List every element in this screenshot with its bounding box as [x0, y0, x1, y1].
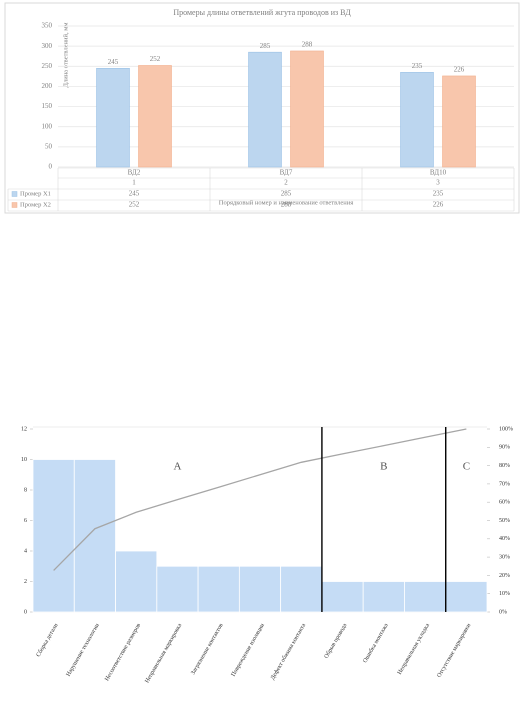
x-tick-label: Ошибка монтажа — [361, 622, 389, 664]
bar — [32, 459, 75, 613]
table-cell: 226 — [433, 201, 444, 209]
y2-tick-label: 20% — [499, 573, 510, 579]
x-tick-number: 2 — [284, 179, 288, 187]
bar — [400, 72, 434, 168]
bar — [238, 565, 282, 613]
legend-key — [11, 202, 18, 208]
x-tick-label: Загрязнение контактов — [190, 623, 224, 676]
x-tick-label: Нарушение технологии — [66, 622, 102, 678]
y-tick-label: 2 — [24, 579, 27, 585]
x-tick-label: Отсутствие маркировки — [436, 622, 472, 679]
value-label: 226 — [454, 66, 465, 74]
y-tick-label: 0 — [49, 163, 53, 171]
y2-tick-label: 50% — [499, 518, 510, 524]
x-tick-label: Обрыв провода — [323, 622, 349, 660]
x-tick-label: Дефект обжима контакта — [269, 622, 307, 681]
x-tick-label: ВД7 — [280, 169, 293, 177]
value-label: 288 — [302, 41, 313, 49]
y2-tick-label: 60% — [499, 500, 510, 506]
y-tick-label: 6 — [24, 518, 27, 524]
bar — [321, 581, 364, 613]
bar — [115, 550, 158, 613]
y-tick-label: 350 — [42, 22, 53, 30]
y-tick-label: 8 — [24, 487, 27, 493]
y2-tick-label: 100% — [499, 426, 513, 432]
legend-label: Промер X1 — [20, 190, 51, 197]
bar — [404, 581, 447, 613]
value-label: 245 — [108, 58, 119, 66]
bar — [442, 75, 476, 168]
y-tick-label: 0 — [24, 609, 27, 615]
y-tick-label: 250 — [42, 62, 53, 70]
y-tick-label: 200 — [42, 82, 53, 90]
legend-key — [11, 191, 18, 197]
y-tick-label: 50 — [45, 142, 53, 150]
cumulative-line — [53, 428, 467, 571]
bar — [445, 581, 488, 613]
y2-tick-label: 80% — [499, 463, 510, 469]
x-tick-label: Повреждение изоляции — [231, 622, 267, 678]
value-label: 252 — [150, 55, 161, 63]
table-cell: 288 — [281, 201, 292, 209]
y-tick-label: 150 — [42, 102, 53, 110]
y-tick-label: 10 — [21, 457, 27, 463]
y-tick-label: 12 — [21, 426, 27, 432]
x-tick-label: ВД2 — [128, 169, 141, 177]
table-cell: 252 — [129, 201, 140, 209]
value-label: 285 — [260, 42, 271, 50]
legend-label: Промер X2 — [20, 201, 51, 208]
zone-label: A — [173, 461, 181, 473]
y2-tick-label: 0% — [499, 609, 507, 615]
x-tick-number: 3 — [436, 179, 440, 187]
table-cell: 285 — [281, 190, 292, 198]
y-tick-label: 300 — [42, 42, 53, 50]
bar — [248, 51, 282, 168]
table-cell: 235 — [433, 190, 444, 198]
x-tick-label: ВД10 — [430, 169, 447, 177]
x-tick-number: 1 — [132, 179, 136, 187]
x-axis-label: Порядковый номер и наименование ответвле… — [219, 199, 353, 206]
bar — [96, 68, 130, 168]
bar — [197, 565, 240, 613]
y-axis-label: Длина ответвлений, мм — [62, 23, 69, 88]
y2-tick-label: 70% — [499, 481, 510, 487]
x-tick-label: Неправильная укладка — [397, 622, 431, 675]
bar — [73, 459, 116, 613]
chart-title: Промеры длины ответвлений жгута проводов… — [173, 8, 351, 17]
zone-label: B — [380, 461, 387, 473]
bar — [362, 581, 405, 613]
zone-label: C — [463, 461, 470, 473]
y2-tick-label: 10% — [499, 591, 510, 597]
y2-tick-label: 90% — [499, 445, 510, 451]
table-cell: 245 — [129, 190, 140, 198]
y-tick-label: 4 — [24, 548, 27, 554]
y2-tick-label: 30% — [499, 554, 510, 560]
bar — [156, 565, 199, 613]
bar — [280, 565, 323, 613]
x-tick-label: Сборка детали — [35, 622, 60, 659]
y2-tick-label: 40% — [499, 536, 510, 542]
x-tick-label: Несоответствие размеров — [104, 623, 142, 683]
x-tick-label: Неправильная маркировка — [144, 622, 183, 684]
bar — [138, 65, 172, 168]
y-tick-label: 100 — [42, 122, 53, 130]
value-label: 235 — [412, 62, 423, 70]
bar — [290, 50, 324, 168]
